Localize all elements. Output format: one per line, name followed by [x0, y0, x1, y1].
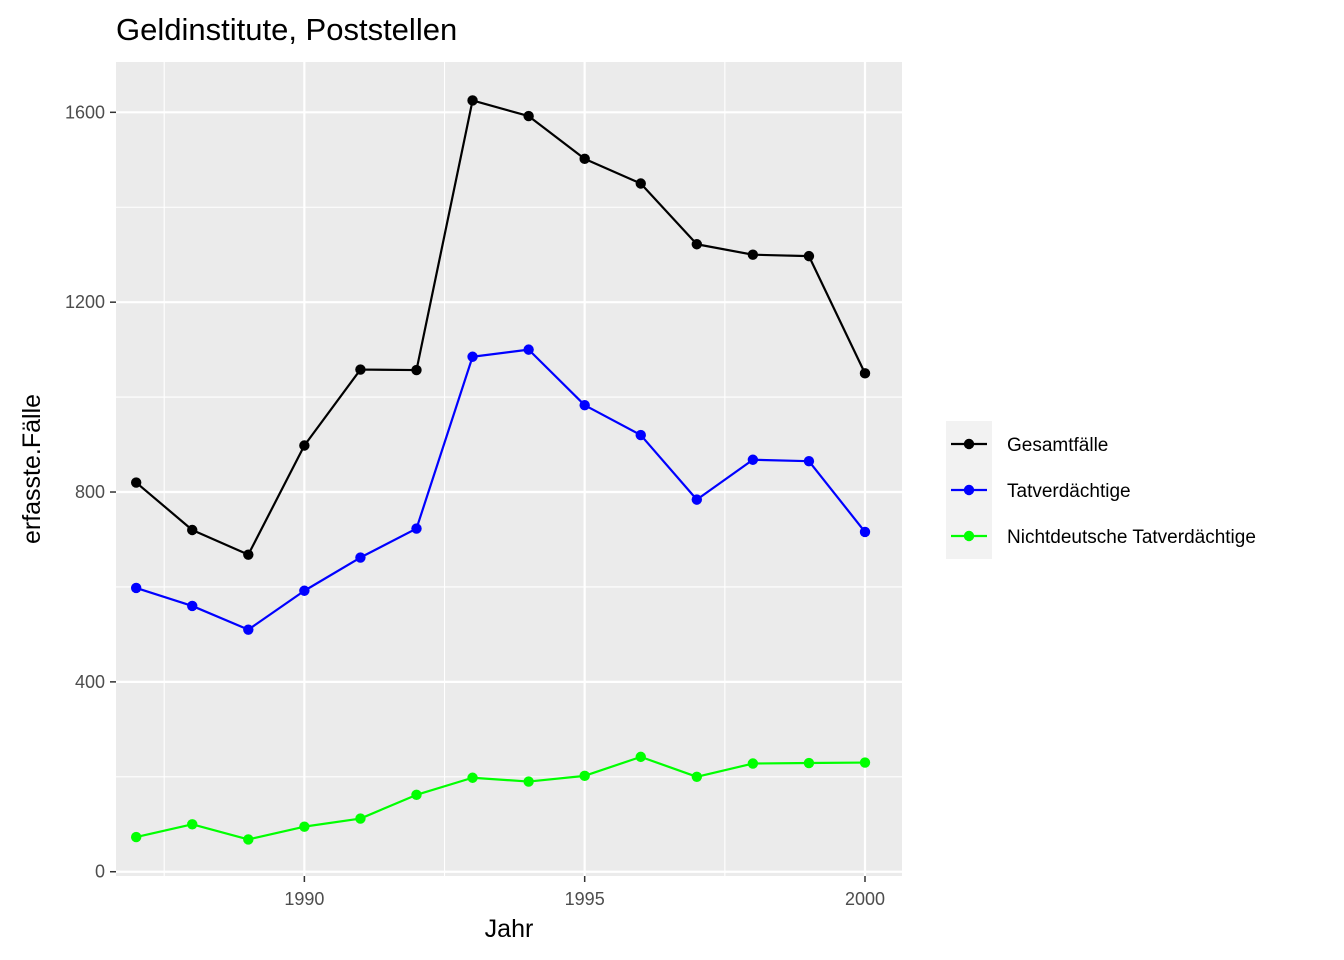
data-point: [859, 526, 871, 538]
legend-item: Tatverdächtige: [951, 481, 1131, 502]
data-point: [691, 494, 703, 505]
grid-lines: [116, 62, 902, 876]
x-axis: 1990 1995 2000: [284, 876, 885, 909]
series-line: [135, 99, 866, 556]
data-point: [411, 789, 422, 801]
data-point: [747, 454, 759, 465]
data-point: [523, 110, 534, 122]
data-point: [859, 757, 871, 768]
data-point: [411, 523, 422, 534]
x-axis-title: Jahr: [485, 915, 534, 943]
y-tick-label: 0: [95, 862, 105, 882]
data-point: [130, 477, 142, 488]
series-layer: [130, 95, 871, 845]
data-point: [803, 455, 815, 467]
x-tick-label: 1990: [284, 889, 324, 909]
data-point: [691, 239, 703, 250]
data-point: [467, 351, 478, 362]
data-point: [187, 524, 198, 536]
data-point: [803, 250, 815, 262]
legend-key-point: [963, 530, 975, 542]
legend-key-point: [963, 438, 975, 450]
y-tick-label: 800: [75, 482, 105, 502]
data-point: [747, 758, 759, 769]
legend-key-point: [963, 484, 975, 496]
data-point: [523, 776, 534, 787]
legend-label: Nichtdeutsche Tatverdächtige: [1007, 527, 1256, 548]
data-point: [299, 440, 310, 451]
series-3: [130, 751, 871, 845]
data-point: [579, 399, 590, 411]
y-axis: 0 400 800 1200 1600: [65, 102, 116, 882]
data-point: [299, 585, 310, 596]
data-point: [803, 757, 815, 769]
data-point: [523, 344, 534, 355]
data-point: [243, 834, 254, 845]
series-1: [130, 95, 871, 560]
data-point: [355, 813, 366, 824]
data-point: [411, 364, 422, 376]
legend-item: Nichtdeutsche Tatverdächtige: [951, 527, 1256, 548]
data-point: [355, 364, 366, 375]
series-line: [135, 348, 866, 631]
y-tick-label: 400: [75, 672, 105, 692]
data-point: [691, 771, 703, 783]
legend-label: Tatverdächtige: [1007, 481, 1131, 502]
legend: Gesamtfälle Tatverdächtige Nichtdeutsche T…: [946, 421, 1256, 559]
data-point: [635, 178, 646, 189]
legend-item: Gesamtfälle: [951, 435, 1108, 456]
series-line: [135, 755, 866, 841]
data-point: [579, 770, 590, 782]
data-point: [243, 624, 254, 635]
y-tick-label: 1600: [65, 102, 105, 122]
data-point: [579, 153, 590, 165]
data-point: [187, 600, 198, 612]
data-point: [859, 368, 871, 379]
data-point: [187, 819, 198, 830]
y-tick-label: 1200: [65, 292, 105, 312]
data-point: [635, 429, 646, 441]
data-point: [635, 751, 646, 763]
data-point: [299, 821, 310, 832]
x-tick-label: 1995: [565, 889, 605, 909]
legend-label: Gesamtfälle: [1007, 435, 1108, 456]
data-point: [747, 249, 759, 260]
data-point: [355, 552, 366, 563]
chart-title: Geldinstitute, Poststellen: [116, 12, 457, 47]
data-point: [467, 95, 478, 106]
data-point: [130, 831, 142, 843]
data-point: [130, 582, 142, 594]
data-point: [243, 549, 254, 560]
x-tick-label: 2000: [845, 889, 885, 909]
data-point: [467, 772, 478, 783]
plot-panel: [116, 62, 902, 876]
series-2: [130, 344, 871, 635]
y-axis-title: erfasste.Fälle: [18, 394, 46, 544]
